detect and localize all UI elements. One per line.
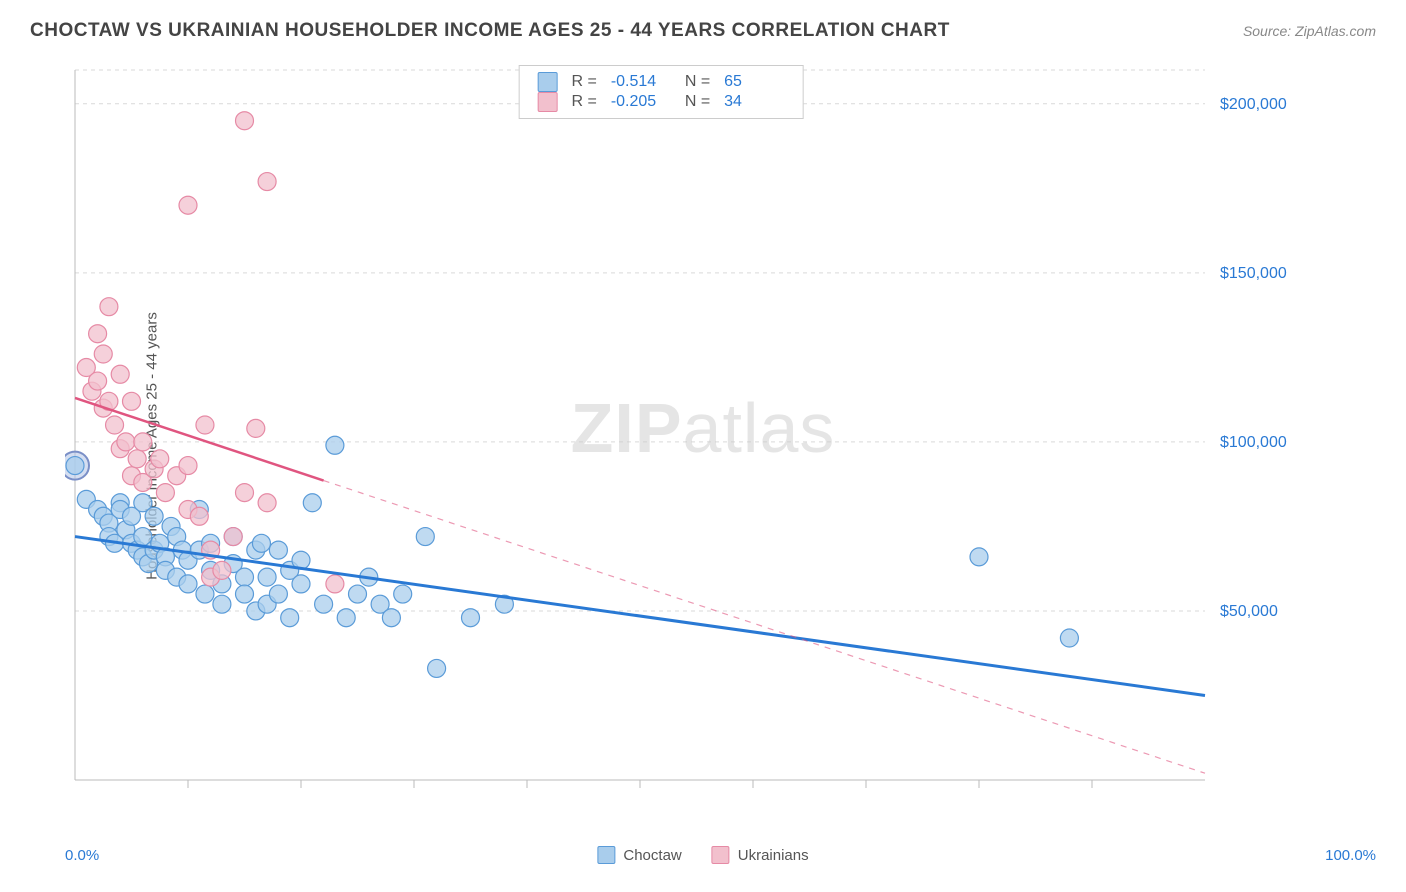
svg-text:$50,000: $50,000 [1220,603,1278,620]
scatter-plot-svg: $50,000 $100,000 $150,000 $200,000 [65,60,1295,800]
stats-swatch-choctaw [537,72,557,92]
svg-text:$100,000: $100,000 [1220,434,1287,451]
svg-text:$150,000: $150,000 [1220,265,1287,282]
stats-row-choctaw: R = -0.514 N = 65 [537,72,784,92]
chart-plot-area: $50,000 $100,000 $150,000 $200,000 [65,60,1376,832]
stats-row-ukrainians: R = -0.205 N = 34 [537,92,784,112]
legend-label: Choctaw [623,847,681,864]
source-attribution: Source: ZipAtlas.com [1243,23,1376,39]
legend-item-ukrainians: Ukrainians [712,846,809,864]
svg-text:$200,000: $200,000 [1220,96,1287,113]
x-axis-max: 100.0% [1325,847,1376,864]
legend-swatch-choctaw [597,846,615,864]
series-legend: Choctaw Ukrainians [597,846,808,864]
stats-swatch-ukrainians [537,92,557,112]
chart-title: CHOCTAW VS UKRAINIAN HOUSEHOLDER INCOME … [30,20,950,42]
legend-label: Ukrainians [738,847,809,864]
correlation-stats-box: R = -0.514 N = 65 R = -0.205 N = 34 [518,65,803,119]
legend-item-choctaw: Choctaw [597,846,681,864]
legend-swatch-ukrainians [712,846,730,864]
x-axis-min: 0.0% [65,847,99,864]
